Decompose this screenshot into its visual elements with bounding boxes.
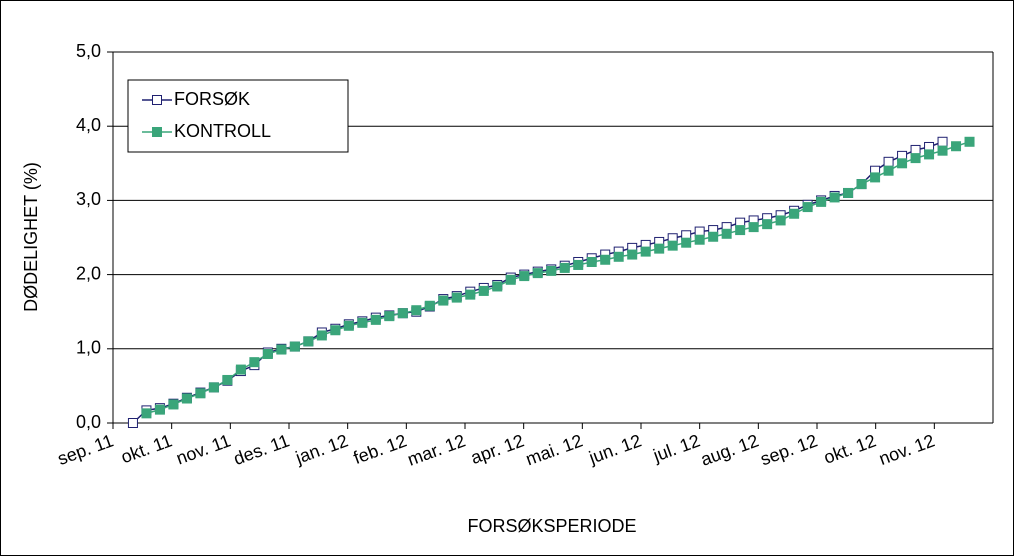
data-point (370, 314, 381, 325)
data-point (573, 259, 584, 270)
data-point (910, 144, 921, 155)
y-tick-label: 1,0 (76, 338, 101, 358)
legend-label: KONTROLL (174, 121, 271, 141)
data-point (357, 317, 368, 328)
data-point (276, 344, 287, 355)
data-point (249, 357, 260, 368)
data-point (411, 305, 422, 316)
data-point (519, 271, 530, 282)
data-point (951, 141, 962, 152)
data-point (478, 285, 489, 296)
data-point (438, 295, 449, 306)
data-point (505, 274, 516, 285)
data-point (330, 325, 341, 336)
data-point (721, 228, 732, 239)
data-point (532, 268, 543, 279)
y-tick-label: 5,0 (76, 41, 101, 61)
legend-marker (152, 95, 162, 105)
data-point (762, 219, 773, 230)
data-point (640, 246, 651, 257)
data-point (262, 348, 273, 359)
data-point (681, 237, 692, 248)
data-point (397, 308, 408, 319)
data-point (654, 243, 665, 254)
data-point (775, 215, 786, 226)
data-point (222, 374, 233, 385)
data-point (208, 382, 219, 393)
data-point (694, 234, 705, 245)
data-point (424, 300, 435, 311)
data-point (303, 336, 314, 347)
data-point (154, 404, 165, 415)
data-point (492, 281, 503, 292)
data-point (141, 408, 152, 419)
data-point (843, 187, 854, 198)
legend-label: FORSØK (174, 89, 250, 109)
y-tick-label: 3,0 (76, 189, 101, 209)
y-axis-label: DØDELIGHET (%) (21, 162, 41, 312)
data-point (856, 179, 867, 190)
data-point (924, 149, 935, 160)
data-point (586, 256, 597, 267)
data-point (465, 289, 476, 300)
data-point (559, 262, 570, 273)
data-point (789, 208, 800, 219)
data-point (384, 311, 395, 322)
data-point (627, 249, 638, 260)
data-point (816, 196, 827, 207)
data-point (316, 330, 327, 341)
data-point (546, 265, 557, 276)
data-point (964, 136, 975, 147)
data-point (195, 388, 206, 399)
data-point (735, 225, 746, 236)
data-point (168, 399, 179, 410)
data-point (343, 320, 354, 331)
data-point (897, 158, 908, 169)
y-tick-label: 0,0 (76, 412, 101, 432)
x-axis-label: FORSØKSPERIODE (467, 516, 636, 536)
legend-box (127, 79, 349, 153)
data-point (127, 418, 138, 428)
data-point (708, 231, 719, 242)
data-point (802, 202, 813, 213)
legend-marker (152, 127, 162, 137)
data-point (829, 192, 840, 203)
y-tick-label: 2,0 (76, 263, 101, 283)
data-point (883, 156, 894, 167)
data-point (667, 240, 678, 251)
data-point (883, 165, 894, 176)
data-point (235, 364, 246, 375)
data-point (289, 341, 300, 352)
data-point (937, 145, 948, 156)
data-point (694, 226, 705, 237)
data-point (600, 254, 611, 265)
data-point (613, 251, 624, 262)
data-point (748, 222, 759, 233)
data-point (937, 136, 948, 147)
data-point (870, 172, 881, 183)
data-point (910, 153, 921, 164)
data-point (181, 393, 192, 404)
y-tick-label: 4,0 (76, 115, 101, 135)
data-point (451, 292, 462, 303)
